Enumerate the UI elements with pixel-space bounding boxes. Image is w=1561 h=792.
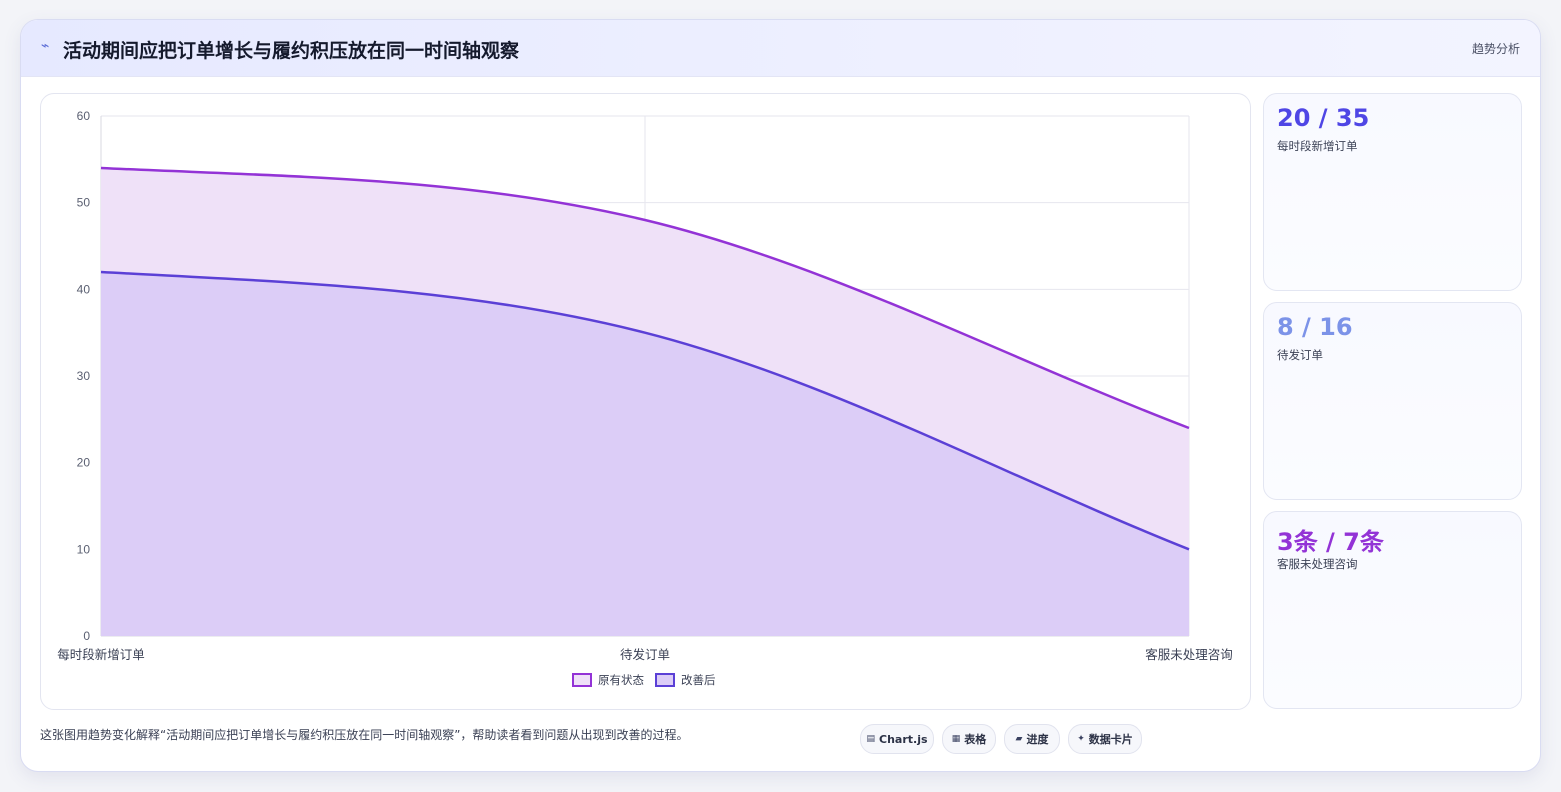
series-area-1: [101, 272, 1189, 636]
x-tick-label: 每时段新增订单: [57, 647, 145, 662]
pill-label: Chart.js: [879, 732, 928, 746]
pill-chartjs[interactable]: ▤ Chart.js: [860, 724, 934, 754]
data-card-icon: ✦: [1077, 734, 1085, 744]
pill-data-card[interactable]: ✦ 数据卡片: [1068, 724, 1142, 754]
legend-swatch: [572, 673, 592, 687]
legend-label: 原有状态: [598, 673, 644, 687]
y-tick-label: 30: [77, 369, 91, 383]
kpi-value: 3条 / 7条: [1277, 528, 1384, 556]
kpi-label: 待发订单: [1277, 348, 1323, 362]
x-tick-label: 客服未处理咨询: [1145, 647, 1233, 662]
trend-line-icon: ⌁: [41, 38, 50, 54]
chart-description: 这张图用趋势变化解释“活动期间应把订单增长与履约积压放在同一时间轴观察”，帮助读…: [40, 728, 689, 742]
y-tick-label: 40: [77, 282, 91, 296]
kpi-card-unhandled-inquiries: 3条 / 7条 客服未处理咨询: [1263, 511, 1522, 709]
y-tick-label: 20: [77, 456, 91, 470]
page-title: 活动期间应把订单增长与履约积压放在同一时间轴观察: [63, 40, 520, 62]
legend-label: 改善后: [681, 673, 716, 687]
legend-swatch: [655, 673, 675, 687]
chart-icon: ▤: [866, 734, 875, 744]
series-line-0: [100, 166, 1190, 430]
category-tag: 趋势分析: [1471, 42, 1520, 56]
y-tick-label: 10: [77, 542, 91, 556]
table-icon: ▦: [951, 734, 961, 744]
kpi-value: 20 / 35: [1277, 104, 1370, 132]
kpi-card-pending-orders: 8 / 16 待发订单: [1263, 302, 1522, 500]
y-tick-label: 50: [77, 196, 91, 210]
chart-panel: 0 10 20 30 40 50 60 每时段新增订单 待发订单 客服未处理咨询原有状态 改善后: [40, 93, 1251, 710]
dashboard-card: ⌁ 活动期间应把订单增长与履约积压放在同一时间轴观察 趋势分析 0 10 20 30 4…: [20, 19, 1541, 772]
kpi-card-new-orders: 20 / 35 每时段新增订单: [1263, 93, 1522, 291]
y-tick-label: 60: [77, 109, 91, 123]
kpi-label: 客服未处理咨询: [1277, 557, 1358, 571]
pill-label: 数据卡片: [1088, 733, 1133, 746]
kpi-value: 8 / 16: [1277, 313, 1353, 341]
pill-table[interactable]: ▦ 表格: [942, 724, 996, 754]
y-tick-label: 0: [83, 629, 90, 643]
x-tick-label: 待发订单: [620, 647, 670, 662]
kpi-label: 每时段新增订单: [1277, 139, 1358, 153]
card-header: ⌁ 活动期间应把订单增长与履约积压放在同一时间轴观察 趋势分析: [21, 20, 1540, 77]
series-line-1: [100, 270, 1190, 551]
pill-label: 进度: [1026, 733, 1049, 746]
pill-label: 表格: [964, 733, 987, 746]
progress-icon: ▰: [1015, 734, 1023, 744]
pill-progress[interactable]: ▰ 进度: [1004, 724, 1060, 754]
